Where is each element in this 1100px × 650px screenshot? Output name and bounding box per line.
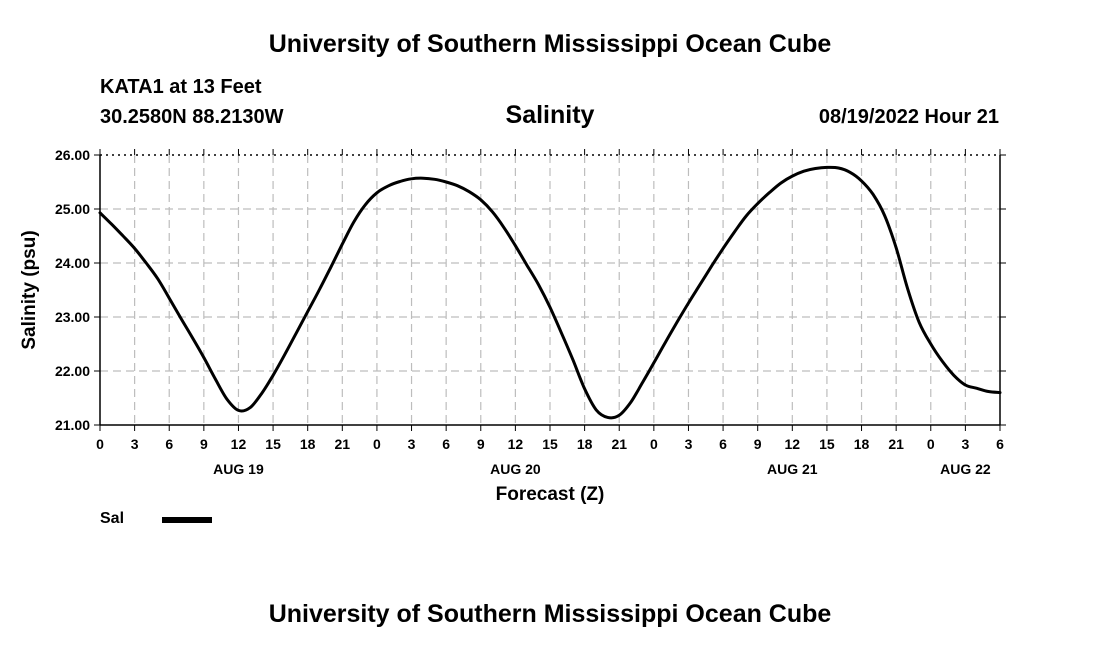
x-tick-label: 21 bbox=[335, 436, 351, 452]
label-layer: Forecast (Z) Salinity (psu) 0 3 6 9 12 15 18 21… bbox=[19, 147, 1004, 505]
station-label: KATA1 at 13 Feet bbox=[100, 76, 262, 98]
day-label: AUG 20 bbox=[490, 461, 541, 477]
x-tick-label: 0 bbox=[650, 436, 658, 452]
datetime-label: 08/19/2022 Hour 21 bbox=[818, 106, 999, 128]
y-tick-label: 25.00 bbox=[55, 201, 90, 217]
footer-title: University of Southern Mississippi Ocean… bbox=[268, 600, 832, 628]
x-tick-label: 0 bbox=[927, 436, 935, 452]
x-tick-label: 18 bbox=[854, 436, 870, 452]
x-tick-label: 9 bbox=[754, 436, 762, 452]
x-tick-label: 3 bbox=[131, 436, 139, 452]
x-tick-label: 6 bbox=[442, 436, 450, 452]
x-tick-label: 12 bbox=[508, 436, 524, 452]
x-axis-label: Forecast (Z) bbox=[496, 484, 605, 505]
y-axis-label: Salinity (psu) bbox=[19, 230, 40, 349]
coordinates-label: 30.2580N 88.2130W bbox=[100, 106, 284, 128]
y-tick-label: 21.00 bbox=[55, 417, 90, 433]
day-label: AUG 22 bbox=[940, 461, 991, 477]
x-tick-label: 12 bbox=[785, 436, 801, 452]
x-tick-label: 15 bbox=[265, 436, 281, 452]
axis-layer bbox=[94, 149, 1006, 431]
y-tick-label: 22.00 bbox=[55, 363, 90, 379]
x-tick-label: 18 bbox=[577, 436, 593, 452]
y-tick-label: 26.00 bbox=[55, 147, 90, 163]
x-tick-label: 3 bbox=[685, 436, 693, 452]
day-label: AUG 19 bbox=[213, 461, 264, 477]
chart-title: Salinity bbox=[505, 101, 595, 129]
grid-layer bbox=[100, 155, 1000, 425]
legend-label: Sal bbox=[100, 510, 125, 527]
x-tick-label: 6 bbox=[719, 436, 727, 452]
day-label: AUG 21 bbox=[767, 461, 818, 477]
x-tick-label: 3 bbox=[408, 436, 416, 452]
series-layer bbox=[98, 165, 1002, 420]
x-tick-label: 3 bbox=[961, 436, 969, 452]
x-tick-label: 9 bbox=[477, 436, 485, 452]
x-tick-label: 6 bbox=[165, 436, 173, 452]
x-tick-label: 21 bbox=[611, 436, 627, 452]
x-tick-label: 0 bbox=[373, 436, 381, 452]
page-title: University of Southern Mississippi Ocean… bbox=[268, 30, 832, 58]
legend-swatch bbox=[162, 517, 212, 523]
x-tick-label: 12 bbox=[231, 436, 247, 452]
x-tick-label: 9 bbox=[200, 436, 208, 452]
x-tick-label: 18 bbox=[300, 436, 316, 452]
y-tick-label: 24.00 bbox=[55, 255, 90, 271]
x-tick-label: 21 bbox=[888, 436, 904, 452]
x-tick-label: 15 bbox=[819, 436, 835, 452]
x-tick-label: 0 bbox=[96, 436, 104, 452]
y-tick-label: 23.00 bbox=[55, 309, 90, 325]
x-tick-label: 15 bbox=[542, 436, 558, 452]
x-tick-label: 6 bbox=[996, 436, 1004, 452]
series-line-sal bbox=[98, 165, 1002, 420]
